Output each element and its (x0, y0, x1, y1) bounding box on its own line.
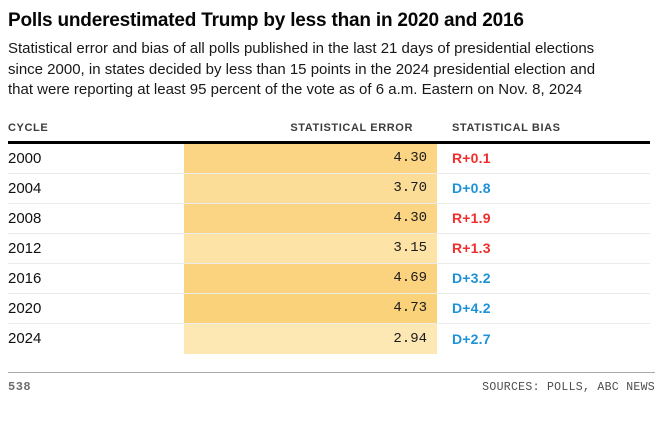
table-row: 2012 3.15 R+1.3 (8, 233, 650, 264)
bias-cell: D+4.2 (452, 300, 491, 316)
table-header-row: CYCLE STATISTICAL ERROR STATISTICAL BIAS (8, 122, 650, 144)
error-cell: 4.30 (184, 143, 437, 173)
error-cell: 4.69 (184, 263, 437, 293)
bias-cell: D+0.8 (452, 180, 491, 196)
sources-credit: SOURCES: POLLS, ABC NEWS (482, 380, 655, 394)
cycle-cell: 2004 (8, 179, 42, 197)
cycle-cell: 2000 (8, 149, 42, 167)
bias-cell: D+2.7 (452, 330, 491, 347)
column-header-cycle: CYCLE (8, 121, 49, 134)
bias-cell: R+1.3 (452, 240, 491, 256)
chart-subtitle: Statistical error and bias of all polls … (8, 40, 596, 98)
error-cell: 3.70 (184, 173, 437, 203)
cycle-cell: 2024 (8, 330, 42, 347)
table-row: 2016 4.69 D+3.2 (8, 263, 650, 294)
page-title: Polls underestimated Trump by less than … (8, 10, 524, 31)
bias-cell: D+3.2 (452, 270, 491, 286)
cycle-cell: 2012 (8, 239, 42, 257)
error-cell: 4.73 (184, 293, 437, 323)
table-row: 2020 4.73 D+4.2 (8, 293, 650, 324)
cycle-cell: 2008 (8, 209, 42, 227)
chart-container: Polls underestimated Trump by less than … (8, 10, 655, 394)
bias-cell: R+1.9 (452, 210, 491, 226)
error-cell: 4.30 (184, 203, 437, 233)
table-row: 2008 4.30 R+1.9 (8, 203, 650, 234)
fivethirtyeight-logo: 538 (8, 379, 32, 394)
data-table: CYCLE STATISTICAL ERROR STATISTICAL BIAS… (8, 122, 650, 354)
bias-cell: R+0.1 (452, 150, 491, 166)
table-row: 2000 4.30 R+0.1 (8, 143, 650, 174)
chart-footer: 538 SOURCES: POLLS, ABC NEWS (8, 371, 655, 394)
column-header-statistical-bias: STATISTICAL BIAS (452, 121, 561, 134)
table-row: 2024 2.94 D+2.7 (8, 323, 650, 354)
column-header-statistical-error: STATISTICAL ERROR (290, 121, 413, 134)
error-cell: 2.94 (184, 323, 437, 354)
table-row: 2004 3.70 D+0.8 (8, 173, 650, 204)
error-cell: 3.15 (184, 233, 437, 263)
cycle-cell: 2016 (8, 269, 42, 287)
cycle-cell: 2020 (8, 299, 42, 317)
table-body: 2000 4.30 R+0.1 2004 3.70 D+0.8 2008 4.3… (8, 143, 650, 354)
